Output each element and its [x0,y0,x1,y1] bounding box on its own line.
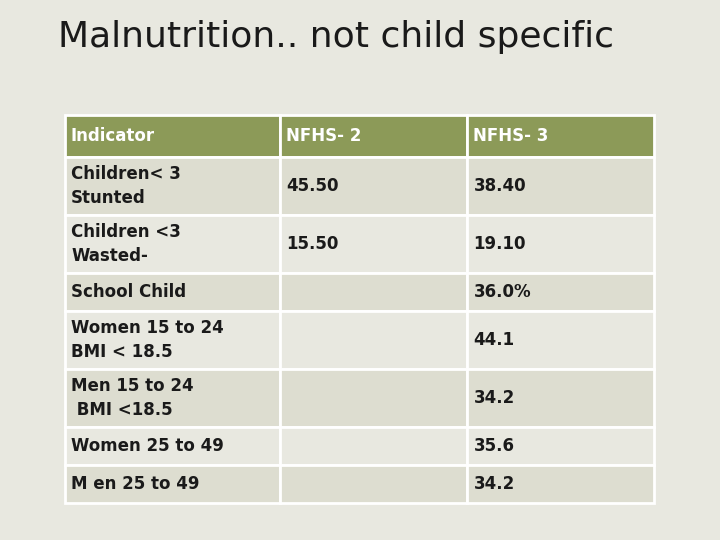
Bar [280,465,467,503]
Bar [65,273,280,311]
Bar [65,369,280,427]
Bar [467,215,654,273]
Bar [65,427,280,465]
Bar [280,427,467,465]
Text: Men 15 to 24
 BMI <18.5: Men 15 to 24 BMI <18.5 [71,377,194,419]
Bar [280,311,467,369]
Bar [280,157,467,215]
Text: Women 25 to 49: Women 25 to 49 [71,437,224,455]
Bar [65,115,280,157]
Text: School Child: School Child [71,283,186,301]
Bar [467,427,654,465]
Bar [65,311,280,369]
Text: 38.40: 38.40 [473,177,526,195]
Bar [467,311,654,369]
Text: Children <3
Wasted-: Children <3 Wasted- [71,223,181,265]
Text: 34.2: 34.2 [473,475,515,493]
Bar [467,273,654,311]
Text: Children< 3
Stunted: Children< 3 Stunted [71,165,181,207]
Bar [280,369,467,427]
Text: Malnutrition.. not child specific: Malnutrition.. not child specific [58,20,613,54]
Text: 44.1: 44.1 [473,331,515,349]
Text: M en 25 to 49: M en 25 to 49 [71,475,199,493]
Text: Women 15 to 24
BMI < 18.5: Women 15 to 24 BMI < 18.5 [71,319,224,361]
Bar [280,273,467,311]
Bar [280,215,467,273]
Bar [467,369,654,427]
Text: 35.6: 35.6 [473,437,514,455]
Text: 15.50: 15.50 [287,235,338,253]
Text: 19.10: 19.10 [473,235,526,253]
Bar [280,115,467,157]
Bar [467,465,654,503]
Bar [467,115,654,157]
Bar [65,215,280,273]
Text: 45.50: 45.50 [287,177,339,195]
Text: NFHS- 3: NFHS- 3 [473,127,549,145]
Text: 36.0%: 36.0% [473,283,531,301]
Bar [65,157,280,215]
Bar [467,157,654,215]
Text: 34.2: 34.2 [473,389,515,407]
Text: Indicator: Indicator [71,127,155,145]
Text: NFHS- 2: NFHS- 2 [287,127,361,145]
Bar [65,465,280,503]
